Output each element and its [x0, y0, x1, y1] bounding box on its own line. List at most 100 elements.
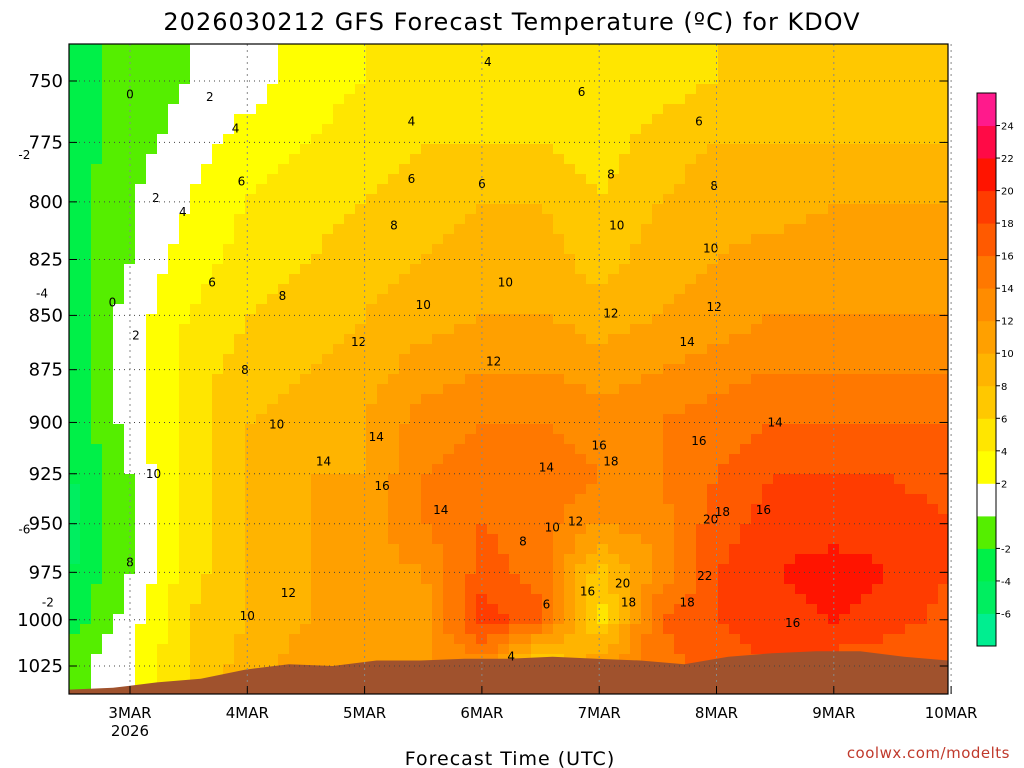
- temperature-cell: [905, 634, 917, 645]
- temperature-cell: [322, 84, 334, 95]
- temperature-cell: [817, 394, 829, 405]
- temperature-cell: [564, 314, 576, 325]
- temperature-cell: [102, 654, 114, 665]
- temperature-cell: [454, 524, 466, 535]
- temperature-cell: [828, 614, 840, 625]
- temperature-cell: [91, 604, 103, 615]
- temperature-cell: [388, 494, 400, 505]
- temperature-cell: [938, 244, 948, 255]
- temperature-cell: [850, 64, 862, 75]
- temperature-cell: [432, 534, 444, 545]
- temperature-cell: [366, 644, 378, 655]
- temperature-cell: [520, 124, 532, 135]
- temperature-cell: [586, 644, 598, 655]
- temperature-cell: [487, 184, 499, 195]
- temperature-cell: [597, 584, 609, 595]
- temperature-cell: [201, 94, 213, 105]
- temperature-cell: [938, 404, 948, 415]
- temperature-cell: [872, 534, 884, 545]
- temperature-cell: [586, 564, 598, 575]
- temperature-cell: [817, 644, 829, 655]
- temperature-cell: [355, 304, 367, 315]
- temperature-cell: [487, 634, 499, 645]
- temperature-cell: [564, 584, 576, 595]
- temperature-cell: [696, 324, 708, 335]
- temperature-cell: [190, 334, 202, 345]
- temperature-cell: [476, 84, 488, 95]
- temperature-cell: [135, 484, 147, 495]
- temperature-cell: [300, 204, 312, 215]
- temperature-cell: [190, 74, 202, 85]
- temperature-cell: [531, 334, 543, 345]
- temperature-cell: [300, 64, 312, 75]
- temperature-cell: [344, 504, 356, 515]
- temperature-cell: [784, 244, 796, 255]
- temperature-cell: [80, 264, 92, 275]
- temperature-cell: [707, 474, 719, 485]
- temperature-cell: [399, 584, 411, 595]
- temperature-cell: [135, 464, 147, 475]
- temperature-cell: [201, 534, 213, 545]
- temperature-cell: [630, 544, 642, 555]
- temperature-cell: [696, 54, 708, 65]
- temperature-cell: [300, 154, 312, 165]
- temperature-cell: [377, 114, 389, 125]
- temperature-cell: [410, 564, 422, 575]
- temperature-cell: [641, 634, 653, 645]
- temperature-cell: [465, 544, 477, 555]
- temperature-cell: [69, 144, 81, 155]
- temperature-cell: [707, 134, 719, 145]
- temperature-cell: [256, 414, 268, 425]
- temperature-cell: [685, 264, 697, 275]
- temperature-cell: [894, 404, 906, 415]
- temperature-cell: [168, 644, 180, 655]
- temperature-cell: [663, 484, 675, 495]
- temperature-cell: [278, 404, 290, 415]
- temperature-cell: [696, 634, 708, 645]
- temperature-cell: [531, 114, 543, 125]
- temperature-cell: [91, 434, 103, 445]
- temperature-cell: [773, 314, 785, 325]
- temperature-cell: [113, 484, 125, 495]
- temperature-cell: [817, 164, 829, 175]
- temperature-cell: [663, 234, 675, 245]
- temperature-cell: [388, 404, 400, 415]
- temperature-cell: [267, 284, 279, 295]
- temperature-cell: [135, 384, 147, 395]
- temperature-cell: [454, 424, 466, 435]
- temperature-cell: [509, 544, 521, 555]
- temperature-cell: [751, 164, 763, 175]
- temperature-cell: [817, 464, 829, 475]
- temperature-cell: [509, 184, 521, 195]
- temperature-cell: [531, 574, 543, 585]
- temperature-cell: [784, 344, 796, 355]
- temperature-cell: [179, 344, 191, 355]
- temperature-cell: [157, 264, 169, 275]
- temperature-cell: [355, 544, 367, 555]
- temperature-cell: [91, 274, 103, 285]
- temperature-cell: [432, 224, 444, 235]
- temperature-cell: [553, 394, 565, 405]
- temperature-cell: [454, 44, 466, 55]
- temperature-cell: [861, 324, 873, 335]
- temperature-cell: [410, 204, 422, 215]
- temperature-cell: [597, 304, 609, 315]
- temperature-cell: [212, 394, 224, 405]
- temperature-cell: [663, 544, 675, 555]
- temperature-cell: [157, 424, 169, 435]
- temperature-cell: [245, 564, 257, 575]
- temperature-cell: [509, 204, 521, 215]
- temperature-cell: [861, 374, 873, 385]
- temperature-cell: [795, 184, 807, 195]
- temperature-cell: [69, 44, 81, 55]
- temperature-cell: [762, 174, 774, 185]
- temperature-cell: [487, 384, 499, 395]
- temperature-cell: [641, 354, 653, 365]
- temperature-cell: [553, 54, 565, 65]
- temperature-cell: [311, 584, 323, 595]
- temperature-cell: [674, 414, 686, 425]
- temperature-cell: [102, 614, 114, 625]
- temperature-cell: [399, 514, 411, 525]
- temperature-cell: [377, 484, 389, 495]
